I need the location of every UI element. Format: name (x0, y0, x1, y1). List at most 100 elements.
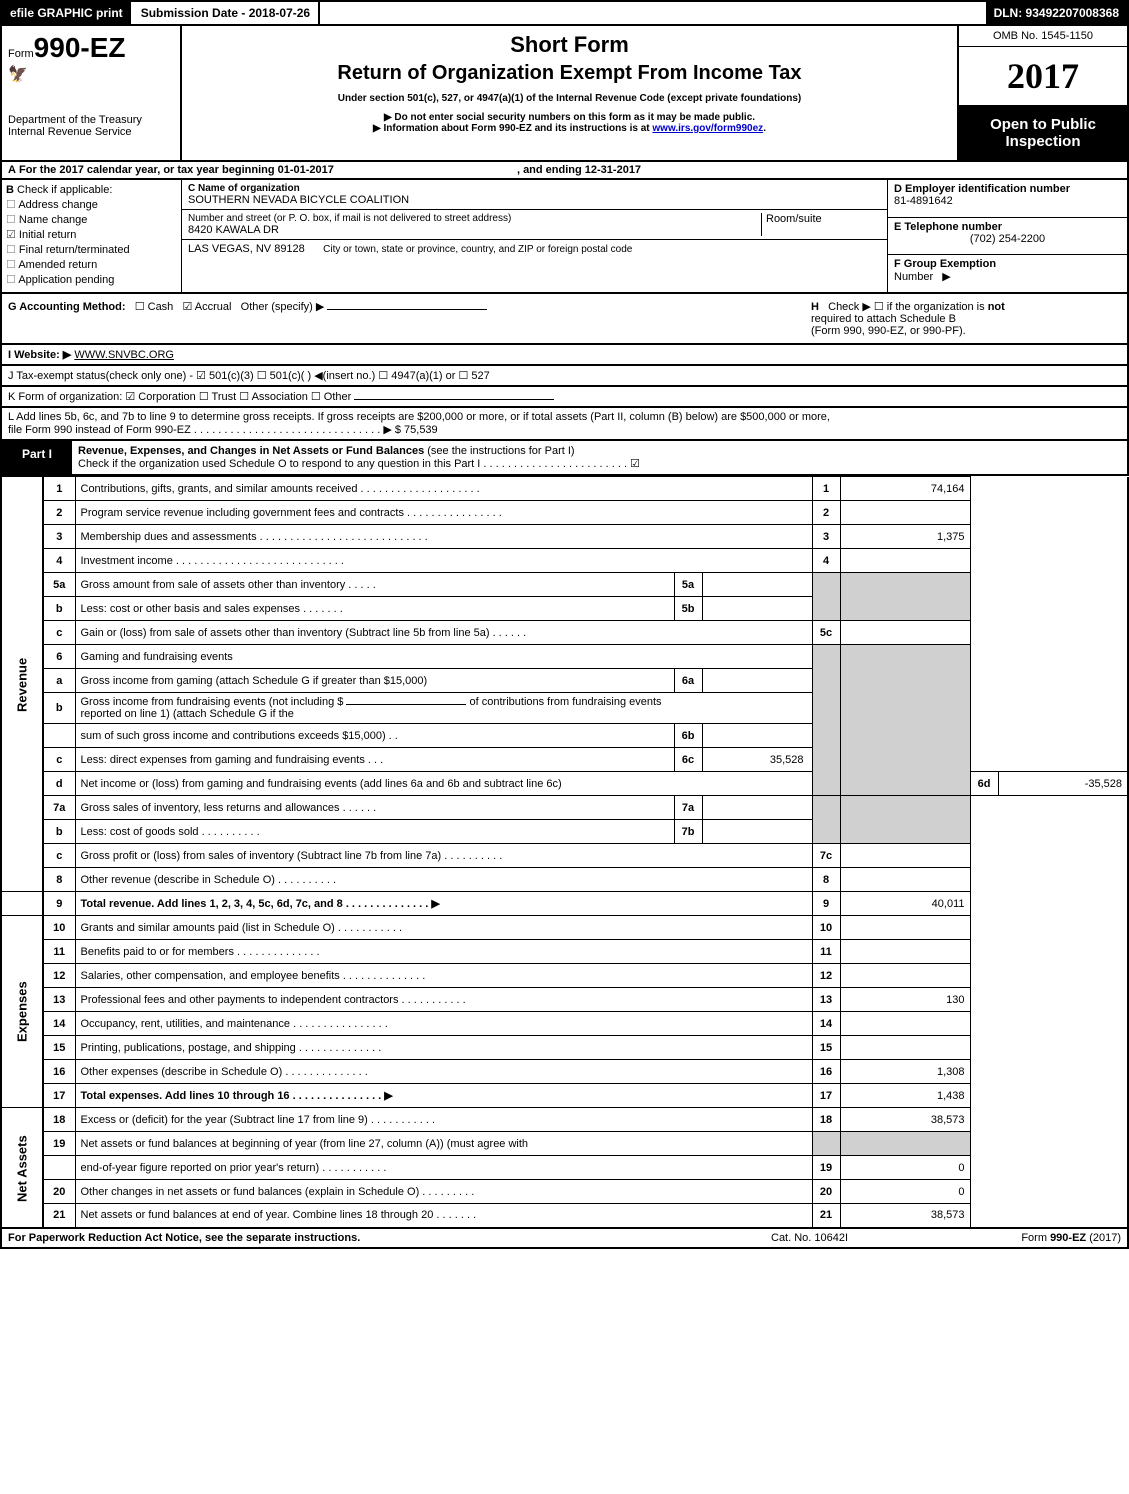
l4-num: 4 (43, 549, 75, 573)
footer-form-pre: Form (1021, 1232, 1050, 1244)
h-text3: (Form 990, 990-EZ, or 990-PF). (811, 325, 966, 337)
line-13: 13 Professional fees and other payments … (1, 988, 1128, 1012)
row-a-label: A (8, 164, 16, 176)
l21-col: 21 (812, 1204, 840, 1228)
street-address: 8420 KAWALA DR (188, 224, 761, 236)
footer-formref: Form 990-EZ (2017) (951, 1232, 1121, 1244)
group-exemption-row: F Group Exemption Number ▶ (888, 255, 1127, 292)
l19-num: 19 (43, 1132, 75, 1156)
h-text2: required to attach Schedule B (811, 313, 956, 325)
l2-val (840, 501, 970, 525)
l18-col: 18 (812, 1108, 840, 1132)
line-5c: c Gain or (loss) from sale of assets oth… (1, 621, 1128, 645)
l5a-desc: Gross amount from sale of assets other t… (75, 573, 674, 597)
part1-lines-table: Revenue 1 Contributions, gifts, grants, … (0, 476, 1129, 1229)
l6b-num: b (43, 693, 75, 724)
g-accrual[interactable]: Accrual (195, 301, 232, 313)
form-header: Form990-EZ 🦅 Department of the Treasury … (0, 26, 1129, 162)
l2-num: 2 (43, 501, 75, 525)
submission-date: Submission Date - 2018-07-26 (133, 2, 320, 24)
footer-catno: Cat. No. 10642I (771, 1232, 951, 1244)
line-11: 11 Benefits paid to or for members . . .… (1, 940, 1128, 964)
l11-col: 11 (812, 940, 840, 964)
h-text1: Check ▶ ☐ if the organization is (828, 301, 988, 313)
l4-val (840, 549, 970, 573)
l19-col: 19 (812, 1156, 840, 1180)
l7c-desc: Gross profit or (loss) from sales of inv… (75, 844, 812, 868)
l6c-subval: 35,528 (702, 748, 812, 772)
org-name-row: C Name of organization SOUTHERN NEVADA B… (182, 180, 887, 210)
l21-num: 21 (43, 1204, 75, 1228)
check-address-change[interactable]: Address change (6, 198, 177, 211)
l6d-num: d (43, 772, 75, 796)
line-12: 12 Salaries, other compensation, and emp… (1, 964, 1128, 988)
line-2: 2 Program service revenue including gove… (1, 501, 1128, 525)
l19-desc2: end-of-year figure reported on prior yea… (75, 1156, 812, 1180)
info-notice-pre: Information about Form 990-EZ and its in… (383, 123, 652, 134)
l6b-desc2-text: of contributions from fundraising events (470, 696, 662, 708)
check-initial-return[interactable]: Initial return (6, 228, 177, 241)
ein-row: D Employer identification number 81-4891… (888, 180, 1127, 218)
room-suite-label: Room/suite (766, 213, 881, 225)
irs-link[interactable]: www.irs.gov/form990ez (652, 123, 763, 134)
line-8: 8 Other revenue (describe in Schedule O)… (1, 868, 1128, 892)
l11-num: 11 (43, 940, 75, 964)
k-text: K Form of organization: ☑ Corporation ☐ … (8, 391, 351, 403)
check-amended-return[interactable]: Amended return (6, 258, 177, 271)
row-k-form-of-org: K Form of organization: ☑ Corporation ☐ … (0, 387, 1129, 408)
l18-val: 38,573 (840, 1108, 970, 1132)
l15-col: 15 (812, 1036, 840, 1060)
l4-col: 4 (812, 549, 840, 573)
g-cash[interactable]: Cash (148, 301, 174, 313)
l16-val: 1,308 (840, 1060, 970, 1084)
l7b-desc: Less: cost of goods sold . . . . . . . .… (75, 820, 674, 844)
l7c-col: 7c (812, 844, 840, 868)
l5c-val (840, 621, 970, 645)
l18-num: 18 (43, 1108, 75, 1132)
row-a-tax-year: A For the 2017 calendar year, or tax yea… (0, 162, 1129, 180)
l6b-desc4: sum of such gross income and contributio… (75, 724, 674, 748)
l5-shade2 (840, 573, 970, 621)
l9-desc: Total revenue. Add lines 1, 2, 3, 4, 5c,… (75, 892, 812, 916)
check-application-pending[interactable]: Application pending (6, 273, 177, 286)
l16-num: 16 (43, 1060, 75, 1084)
city-row: LAS VEGAS, NV 89128 City or town, state … (182, 240, 887, 268)
line-14: 14 Occupancy, rent, utilities, and maint… (1, 1012, 1128, 1036)
l7c-num: c (43, 844, 75, 868)
row-i-website: I Website: ▶ WWW.SNVBC.ORG (0, 345, 1129, 366)
header-left: Form990-EZ 🦅 Department of the Treasury … (2, 26, 182, 160)
col-def: D Employer identification number 81-4891… (887, 180, 1127, 292)
check-name-change[interactable]: Name change (6, 213, 177, 226)
l9-col: 9 (812, 892, 840, 916)
form-prefix: Form (8, 48, 34, 60)
part1-subtitle: (see the instructions for Part I) (424, 445, 574, 457)
l17-num: 17 (43, 1084, 75, 1108)
omb-number: OMB No. 1545-1150 (959, 26, 1127, 47)
line-3: 3 Membership dues and assessments . . . … (1, 525, 1128, 549)
l7b-sub: 7b (674, 820, 702, 844)
website-value[interactable]: WWW.SNVBC.ORG (74, 349, 174, 361)
line-17: 17 Total expenses. Add lines 10 through … (1, 1084, 1128, 1108)
line-16: 16 Other expenses (describe in Schedule … (1, 1060, 1128, 1084)
l6a-num: a (43, 669, 75, 693)
l-text1: L Add lines 5b, 6c, and 7b to line 9 to … (8, 411, 830, 423)
l14-desc: Occupancy, rent, utilities, and maintena… (75, 1012, 812, 1036)
org-name: SOUTHERN NEVADA BICYCLE COALITION (188, 194, 881, 206)
check-if-applicable: Check if applicable: (17, 184, 112, 196)
col-c-org-info: C Name of organization SOUTHERN NEVADA B… (182, 180, 887, 292)
street-row: Number and street (or P. O. box, if mail… (182, 210, 887, 240)
l1-desc: Contributions, gifts, grants, and simila… (75, 477, 812, 501)
check-final-return[interactable]: Final return/terminated (6, 243, 177, 256)
l5b-num: b (43, 597, 75, 621)
part1-header: Part I Revenue, Expenses, and Changes in… (0, 441, 1129, 476)
irs-eagle-icon: 🦅 (8, 64, 174, 84)
efile-print-button[interactable]: efile GRAPHIC print (2, 2, 133, 24)
g-other[interactable]: Other (specify) ▶ (241, 301, 325, 313)
l5c-num: c (43, 621, 75, 645)
open-line2: Inspection (1005, 133, 1080, 150)
j-text: J Tax-exempt status(check only one) - ☑ … (8, 370, 490, 382)
l21-desc: Net assets or fund balances at end of ye… (75, 1204, 812, 1228)
l19-shade1 (812, 1132, 840, 1156)
l6b-subval (702, 724, 812, 748)
l7-shade2 (840, 796, 970, 844)
